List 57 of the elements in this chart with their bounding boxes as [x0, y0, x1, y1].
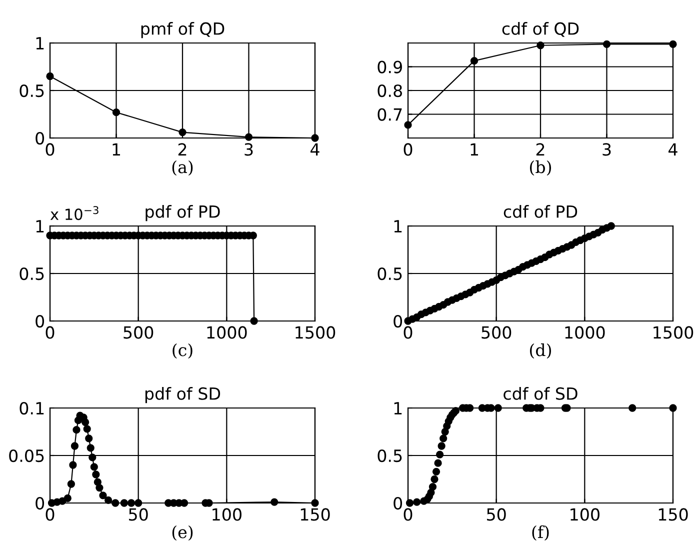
y-tick-label: 1: [36, 220, 44, 232]
x-tick-label: 1000: [207, 326, 247, 339]
x-tick-label: 2: [536, 143, 544, 156]
chart-title: pdf of PD: [146, 205, 220, 222]
x-tick-label: 150: [658, 508, 688, 521]
y-tick-label: 0: [394, 496, 402, 510]
x-tick-label: 0: [46, 326, 54, 339]
x-tick-label: 1500: [296, 326, 336, 339]
x-tick-label: 1: [112, 143, 120, 156]
x-tick-label: 0: [404, 508, 412, 521]
chart-title: cdf of SD: [504, 387, 578, 400]
y-tick-label: 0: [36, 496, 44, 510]
x-tick-label: 100: [570, 508, 600, 521]
x-tick-label: 0: [404, 143, 412, 156]
chart-title: cdf of QD: [502, 22, 579, 37]
x-tick-label: 500: [124, 326, 154, 339]
x-tick-label: 2: [178, 143, 186, 156]
y-tick-label: 0.8: [378, 84, 402, 98]
y-tick-label: 0.1: [20, 402, 44, 415]
y-tick-label: 0.7: [378, 108, 402, 121]
y-tick-label: 1: [36, 37, 44, 50]
y-tick-label: 0.5: [20, 84, 44, 98]
x-tick-label: 50: [487, 508, 506, 521]
y-tick-label: 0.5: [378, 267, 402, 280]
x-tick-label: 100: [212, 508, 242, 521]
text: x 10$^{−3}$: [50, 206, 98, 220]
y-tick-label: 0.5: [20, 267, 44, 280]
x-axis-title: (f): [532, 525, 549, 541]
x-tick-label: 4: [310, 143, 320, 156]
x-tick-label: 0: [404, 326, 412, 339]
y-tick-label: 1: [394, 402, 402, 414]
chart-title: cdf of PD: [504, 205, 578, 218]
y-tick-label: 0.5: [378, 449, 402, 462]
y-tick-label: 0: [36, 314, 44, 328]
x-axis-title: (c): [172, 343, 192, 359]
x-tick-label: 500: [482, 326, 512, 339]
x-axis-title: (e): [172, 525, 193, 541]
x-tick-label: 0: [46, 508, 54, 521]
y-tick-label: 1: [394, 220, 402, 232]
x-axis-title: (b): [530, 160, 552, 176]
x-tick-label: 150: [300, 508, 330, 521]
x-axis-title: (a): [172, 160, 193, 176]
x-axis-title: (d): [530, 343, 552, 359]
chart-title: pdf of SD: [145, 387, 220, 404]
x-tick-label: 0: [46, 143, 54, 156]
x-tick-label: 1: [470, 143, 478, 156]
x-tick-label: 3: [244, 143, 253, 156]
y-tick-label: 0.05: [9, 449, 44, 462]
y-tick-label: 0: [36, 132, 44, 145]
x-tick-label: 4: [668, 143, 678, 156]
y-tick-label: 0.9: [378, 60, 402, 74]
x-tick-label: 1000: [565, 326, 605, 339]
x-tick-label: 3: [602, 143, 611, 156]
x-tick-label: 50: [129, 508, 148, 521]
y-tick-label: 0: [394, 314, 402, 328]
x-tick-label: 1500: [654, 326, 694, 339]
chart-title: pmf of QD: [141, 22, 224, 38]
